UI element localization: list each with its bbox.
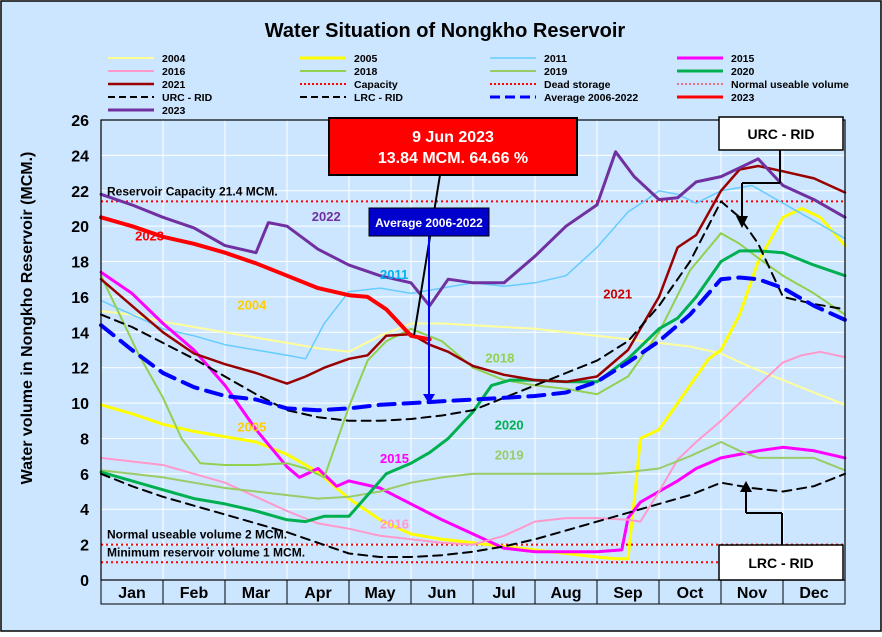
legend-label: 2021 <box>162 79 186 91</box>
series-line <box>100 310 846 406</box>
series-line <box>99 164 847 385</box>
y-tick-label: 20 <box>71 219 89 236</box>
legend-label: 2005 <box>354 53 378 65</box>
legend-label: 2020 <box>731 66 755 78</box>
x-tick-label: May <box>364 585 395 602</box>
x-tick-label: Sep <box>613 585 643 602</box>
series-line <box>99 215 432 342</box>
legend-label: 2018 <box>354 66 378 78</box>
series-line <box>100 441 846 500</box>
series-label: 2005 <box>237 419 266 434</box>
x-tick-label: Oct <box>677 585 704 602</box>
series-line <box>100 350 846 546</box>
x-tick-label: Mar <box>242 585 270 602</box>
y-tick-label: 16 <box>71 290 89 307</box>
x-tick-label: Feb <box>180 585 209 602</box>
lrc-arrow-head <box>740 481 752 492</box>
y-tick-label: 6 <box>80 467 89 484</box>
y-tick-label: 24 <box>71 148 89 165</box>
x-tick-label: Jan <box>118 585 146 602</box>
series-line <box>100 184 846 360</box>
legend-label: 2011 <box>544 53 567 65</box>
reference-line-label: Normal useable volume 2 MCM. <box>107 528 287 542</box>
y-tick-label: 22 <box>71 184 89 201</box>
x-tick-label: Nov <box>737 585 767 602</box>
series-label: 2004 <box>237 297 267 312</box>
series-line <box>99 150 847 308</box>
x-tick-label: Jul <box>492 585 515 602</box>
y-tick-label: 8 <box>80 431 89 448</box>
y-axis-label: Water volume in Nongkho Reservoir (MCM.) <box>19 152 36 485</box>
legend-label: 2023 <box>731 92 755 104</box>
series-line <box>100 232 846 479</box>
series-line <box>100 200 846 422</box>
lrc-box <box>718 544 844 581</box>
legend-label: URC - RID <box>162 92 213 104</box>
y-tick-label: 12 <box>71 361 89 378</box>
y-tick-label: 0 <box>80 573 89 590</box>
y-tick-label: 18 <box>71 255 89 272</box>
legend-label: Average 2006-2022 <box>544 92 638 104</box>
series-label: 2011 <box>380 267 408 282</box>
reference-line-label: Reservoir Capacity 21.4 MCM. <box>107 184 278 198</box>
series-label: 2016 <box>380 517 409 532</box>
x-tick-label: Jun <box>428 585 456 602</box>
series-line <box>99 249 847 524</box>
average-box <box>368 207 490 237</box>
average-box-label: Average 2006-2022 <box>375 216 483 230</box>
series-label: 2023 <box>135 228 164 243</box>
urc-box-label: URC - RID <box>748 126 815 142</box>
legend-label: LRC - RID <box>354 92 403 104</box>
x-tick-label: Aug <box>550 585 581 602</box>
callout-leader <box>413 174 441 336</box>
legend-label: 2019 <box>544 66 568 78</box>
x-tick-label: Dec <box>799 585 828 602</box>
current-value-date: 9 Jun 2023 <box>412 129 494 146</box>
y-tick-label: 4 <box>80 502 89 519</box>
x-tick-label: Apr <box>304 585 332 602</box>
series-label: 2019 <box>495 448 524 463</box>
lrc-box-label: LRC - RID <box>748 555 813 571</box>
reference-line-label: Minimum reservoir volume 1 MCM. <box>107 545 305 559</box>
series-label: 2018 <box>485 350 514 365</box>
series-label: 2021 <box>603 287 632 302</box>
urc-box <box>718 116 844 151</box>
y-tick-label: 10 <box>71 396 89 413</box>
urc-arrow-head <box>736 216 748 228</box>
series-label: 2015 <box>380 451 409 466</box>
y-tick-label: 26 <box>71 113 89 130</box>
legend-label: 2004 <box>162 53 186 65</box>
legend-label: 2023 <box>162 105 186 117</box>
legend-label: 2016 <box>162 66 186 78</box>
legend-label: Normal useable volume <box>731 79 849 91</box>
average-arrow-head <box>423 394 435 404</box>
series-label: 2020 <box>495 418 524 433</box>
legend-label: Capacity <box>354 79 398 91</box>
y-tick-label: 2 <box>80 538 89 555</box>
chart-title: Water Situation of Nongkho Reservoir <box>265 20 626 42</box>
legend: 2004 2005 2011 2015 2016 2018 2019 2020 2021 Capa… <box>108 53 849 117</box>
series-line <box>99 275 847 413</box>
y-tick-label: 14 <box>71 325 89 342</box>
current-value-volume: 13.84 MCM. 64.66 % <box>378 150 528 167</box>
series-line <box>99 270 847 554</box>
legend-label: 2015 <box>731 53 755 65</box>
series-line <box>99 207 847 561</box>
legend-label: Dead storage <box>544 79 611 91</box>
series-label: 2022 <box>312 209 341 224</box>
current-value-box <box>328 117 578 176</box>
